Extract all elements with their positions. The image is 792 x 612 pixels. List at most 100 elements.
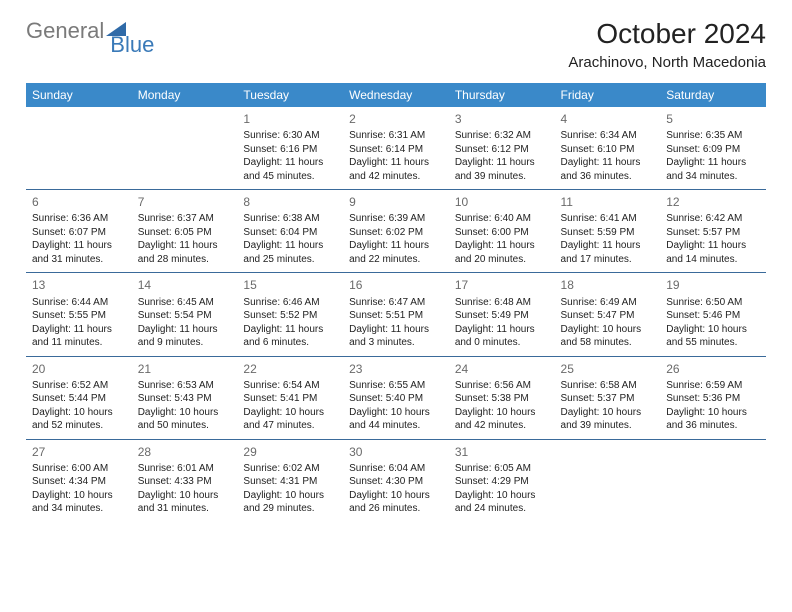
daylight-text: and 44 minutes. — [349, 419, 443, 433]
calendar-day-cell: 2Sunrise: 6:31 AMSunset: 6:14 PMDaylight… — [343, 107, 449, 190]
sunrise-text: Sunrise: 6:50 AM — [666, 296, 760, 310]
day-number: 17 — [455, 277, 549, 293]
calendar-day-cell: 5Sunrise: 6:35 AMSunset: 6:09 PMDaylight… — [660, 107, 766, 190]
calendar-week-row: 27Sunrise: 6:00 AMSunset: 4:34 PMDayligh… — [26, 439, 766, 522]
calendar-day-cell: 11Sunrise: 6:41 AMSunset: 5:59 PMDayligh… — [555, 190, 661, 273]
day-number: 28 — [138, 444, 232, 460]
calendar-day-cell: 29Sunrise: 6:02 AMSunset: 4:31 PMDayligh… — [237, 439, 343, 522]
day-number: 18 — [561, 277, 655, 293]
sunset-text: Sunset: 5:55 PM — [32, 309, 126, 323]
sunset-text: Sunset: 4:34 PM — [32, 475, 126, 489]
calendar-day-cell: 9Sunrise: 6:39 AMSunset: 6:02 PMDaylight… — [343, 190, 449, 273]
sunset-text: Sunset: 6:10 PM — [561, 143, 655, 157]
sunset-text: Sunset: 5:44 PM — [32, 392, 126, 406]
calendar-day-cell: 26Sunrise: 6:59 AMSunset: 5:36 PMDayligh… — [660, 356, 766, 439]
daylight-text: Daylight: 11 hours — [349, 323, 443, 337]
sunset-text: Sunset: 5:41 PM — [243, 392, 337, 406]
day-number: 15 — [243, 277, 337, 293]
calendar-day-cell: 19Sunrise: 6:50 AMSunset: 5:46 PMDayligh… — [660, 273, 766, 356]
daylight-text: Daylight: 11 hours — [138, 323, 232, 337]
sunset-text: Sunset: 5:40 PM — [349, 392, 443, 406]
daylight-text: and 58 minutes. — [561, 336, 655, 350]
calendar-day-cell: 22Sunrise: 6:54 AMSunset: 5:41 PMDayligh… — [237, 356, 343, 439]
daylight-text: and 22 minutes. — [349, 253, 443, 267]
daylight-text: Daylight: 10 hours — [138, 406, 232, 420]
sunrise-text: Sunrise: 6:53 AM — [138, 379, 232, 393]
daylight-text: Daylight: 11 hours — [666, 156, 760, 170]
sunset-text: Sunset: 6:05 PM — [138, 226, 232, 240]
sunrise-text: Sunrise: 6:36 AM — [32, 212, 126, 226]
day-number: 2 — [349, 111, 443, 127]
sunset-text: Sunset: 4:31 PM — [243, 475, 337, 489]
calendar-day-cell: 4Sunrise: 6:34 AMSunset: 6:10 PMDaylight… — [555, 107, 661, 190]
sunset-text: Sunset: 6:16 PM — [243, 143, 337, 157]
daylight-text: Daylight: 11 hours — [243, 239, 337, 253]
day-number: 5 — [666, 111, 760, 127]
daylight-text: Daylight: 11 hours — [243, 323, 337, 337]
sunrise-text: Sunrise: 6:31 AM — [349, 129, 443, 143]
daylight-text: and 36 minutes. — [561, 170, 655, 184]
brand-text-1: General — [26, 18, 104, 44]
sunrise-text: Sunrise: 6:54 AM — [243, 379, 337, 393]
day-number: 30 — [349, 444, 443, 460]
weekday-header: Monday — [132, 83, 238, 107]
calendar-week-row: 1Sunrise: 6:30 AMSunset: 6:16 PMDaylight… — [26, 107, 766, 190]
daylight-text: Daylight: 11 hours — [32, 239, 126, 253]
sunrise-text: Sunrise: 6:39 AM — [349, 212, 443, 226]
day-number: 31 — [455, 444, 549, 460]
calendar-day-cell: 3Sunrise: 6:32 AMSunset: 6:12 PMDaylight… — [449, 107, 555, 190]
daylight-text: and 55 minutes. — [666, 336, 760, 350]
sunrise-text: Sunrise: 6:55 AM — [349, 379, 443, 393]
day-number: 7 — [138, 194, 232, 210]
daylight-text: and 20 minutes. — [455, 253, 549, 267]
sunset-text: Sunset: 6:02 PM — [349, 226, 443, 240]
daylight-text: Daylight: 11 hours — [32, 323, 126, 337]
sunrise-text: Sunrise: 6:00 AM — [32, 462, 126, 476]
day-number: 16 — [349, 277, 443, 293]
sunset-text: Sunset: 6:07 PM — [32, 226, 126, 240]
sunrise-text: Sunrise: 6:56 AM — [455, 379, 549, 393]
daylight-text: and 17 minutes. — [561, 253, 655, 267]
day-number: 21 — [138, 361, 232, 377]
daylight-text: Daylight: 11 hours — [138, 239, 232, 253]
sunrise-text: Sunrise: 6:59 AM — [666, 379, 760, 393]
daylight-text: Daylight: 10 hours — [138, 489, 232, 503]
daylight-text: Daylight: 10 hours — [32, 489, 126, 503]
daylight-text: and 31 minutes. — [32, 253, 126, 267]
calendar-day-cell: 20Sunrise: 6:52 AMSunset: 5:44 PMDayligh… — [26, 356, 132, 439]
daylight-text: and 24 minutes. — [455, 502, 549, 516]
sunrise-text: Sunrise: 6:35 AM — [666, 129, 760, 143]
daylight-text: Daylight: 11 hours — [243, 156, 337, 170]
daylight-text: Daylight: 11 hours — [455, 156, 549, 170]
daylight-text: and 3 minutes. — [349, 336, 443, 350]
daylight-text: and 31 minutes. — [138, 502, 232, 516]
calendar-day-cell: 10Sunrise: 6:40 AMSunset: 6:00 PMDayligh… — [449, 190, 555, 273]
daylight-text: and 47 minutes. — [243, 419, 337, 433]
calendar-day-cell: 8Sunrise: 6:38 AMSunset: 6:04 PMDaylight… — [237, 190, 343, 273]
sunset-text: Sunset: 6:04 PM — [243, 226, 337, 240]
daylight-text: Daylight: 10 hours — [666, 323, 760, 337]
sunset-text: Sunset: 5:47 PM — [561, 309, 655, 323]
calendar-day-cell: 7Sunrise: 6:37 AMSunset: 6:05 PMDaylight… — [132, 190, 238, 273]
daylight-text: Daylight: 10 hours — [243, 489, 337, 503]
sunrise-text: Sunrise: 6:52 AM — [32, 379, 126, 393]
daylight-text: Daylight: 11 hours — [349, 156, 443, 170]
day-number: 14 — [138, 277, 232, 293]
daylight-text: Daylight: 11 hours — [666, 239, 760, 253]
calendar-day-cell: 12Sunrise: 6:42 AMSunset: 5:57 PMDayligh… — [660, 190, 766, 273]
daylight-text: and 26 minutes. — [349, 502, 443, 516]
calendar-day-cell: 21Sunrise: 6:53 AMSunset: 5:43 PMDayligh… — [132, 356, 238, 439]
sunset-text: Sunset: 5:59 PM — [561, 226, 655, 240]
sunset-text: Sunset: 5:46 PM — [666, 309, 760, 323]
day-number: 11 — [561, 194, 655, 210]
sunset-text: Sunset: 6:00 PM — [455, 226, 549, 240]
calendar-day-cell: 14Sunrise: 6:45 AMSunset: 5:54 PMDayligh… — [132, 273, 238, 356]
daylight-text: Daylight: 11 hours — [455, 239, 549, 253]
calendar-day-cell — [660, 439, 766, 522]
sunrise-text: Sunrise: 6:04 AM — [349, 462, 443, 476]
daylight-text: and 9 minutes. — [138, 336, 232, 350]
daylight-text: Daylight: 10 hours — [455, 406, 549, 420]
day-number: 10 — [455, 194, 549, 210]
sunrise-text: Sunrise: 6:34 AM — [561, 129, 655, 143]
sunset-text: Sunset: 4:33 PM — [138, 475, 232, 489]
